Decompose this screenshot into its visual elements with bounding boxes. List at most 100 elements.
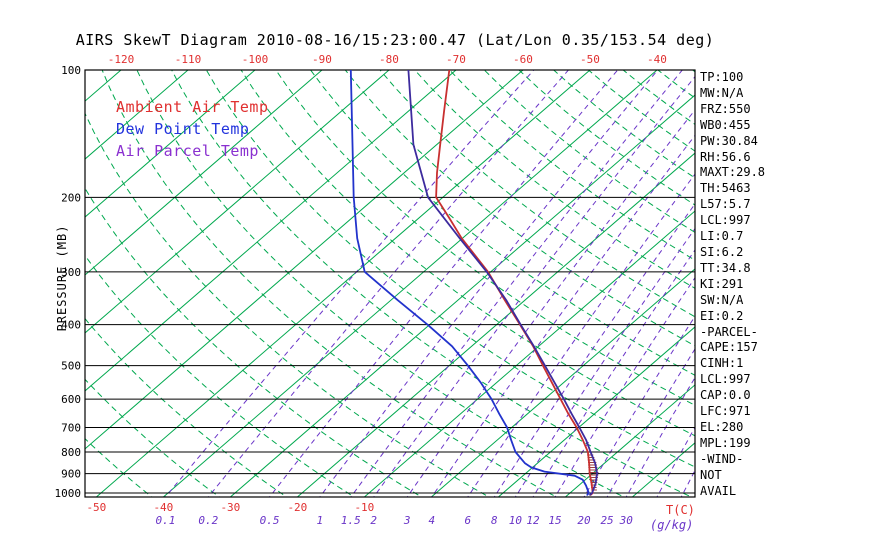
- isotherm-line: [163, 70, 658, 497]
- dry-adiabat-line: [85, 187, 423, 497]
- mixing-ratio-line: [268, 70, 619, 497]
- isotherm-line: [565, 384, 695, 497]
- stat-line: -PARCEL-: [700, 324, 758, 339]
- dry-adiabat-line: [309, 70, 695, 376]
- legend-entry: Air Parcel Temp: [116, 142, 259, 160]
- isotherm-line: [230, 94, 695, 497]
- dry-adiabat-line: [448, 70, 695, 261]
- top-temp-tick-label: -80: [379, 53, 399, 66]
- stat-line: AVAIL: [700, 483, 737, 498]
- dry-adiabat-line: [85, 317, 288, 497]
- stat-line: CAP:0.0: [700, 388, 751, 403]
- dew-point-curve: [349, 70, 590, 496]
- legend-entry: Dew Point Temp: [116, 120, 250, 138]
- isotherm-line: [85, 70, 457, 392]
- stat-line: PW:30.84: [700, 133, 758, 148]
- pressure-tick-label: 1000: [55, 487, 82, 500]
- isotherm-line: [85, 70, 256, 218]
- stat-line: LI:0.7: [700, 229, 744, 244]
- mixing-ratio-line: [350, 70, 683, 497]
- pressure-axis-label: PRESSURE (MB): [55, 224, 69, 332]
- dry-adiabat-line: [344, 70, 695, 347]
- mixing-ratio-line: [467, 173, 695, 497]
- pressure-tick-label: 200: [61, 191, 81, 204]
- mixing-ratio-tick-label: 1: [316, 514, 323, 527]
- stat-line: SW:N/A: [700, 292, 744, 307]
- mixing-ratio-line: [606, 347, 695, 497]
- stat-line: TH:5463: [700, 181, 751, 196]
- stat-line: MPL:199: [700, 435, 751, 450]
- isotherm-line: [297, 152, 695, 497]
- mixing-ratio-line: [431, 134, 695, 497]
- stat-line: EL:280: [700, 419, 744, 434]
- mixing-ratio-line: [164, 70, 535, 497]
- mixing-ratio-line: [583, 315, 695, 497]
- isotherm-line: [85, 70, 390, 334]
- pressure-tick-label: 600: [61, 393, 81, 406]
- mixing-ratio-line: [319, 70, 659, 497]
- stat-line: TT:34.8: [700, 260, 751, 275]
- isotherm-line: [85, 70, 323, 276]
- stats-panel: TP:100 MW:N/A FRZ:550 WB0:455 PW:30.84 RH:56.…: [700, 70, 868, 499]
- isotherm-line: [431, 268, 695, 497]
- mixing-ratio-tick-label: 6: [464, 514, 471, 527]
- isotherm-line: [85, 70, 189, 160]
- mixing-ratio-tick-label: 4: [428, 514, 435, 527]
- bottom-temp-tick-label: -40: [153, 501, 173, 514]
- mixing-ratio-line: [373, 75, 695, 497]
- top-temp-tick-label: -100: [242, 53, 269, 66]
- stat-line: MAXT:29.8: [700, 165, 766, 180]
- mixing-ratio-tick-label: 0.1: [156, 514, 176, 527]
- stat-line: EI:0.2: [700, 308, 744, 323]
- mixing-ratio-tick-label: 2: [370, 514, 377, 527]
- chart-title: AIRS SkewT Diagram 2010-08-16/15:23:00.4…: [75, 31, 715, 49]
- mixing-ratio-tick-label: 10: [509, 514, 523, 527]
- mixing-ratio-tick-label: 3: [403, 514, 411, 527]
- isotherm-line: [85, 70, 524, 450]
- legend-entry: Ambient Air Temp: [116, 98, 269, 116]
- bottom-temp-tick-label: -30: [220, 501, 240, 514]
- top-temp-tick-label: -60: [513, 53, 533, 66]
- ambient-temp-curve: [435, 70, 594, 496]
- stat-line: MW:N/A: [700, 85, 744, 100]
- stat-line: KI:291: [700, 276, 744, 291]
- dry-adiabat-line: [275, 70, 695, 406]
- dry-adiabat-line: [171, 70, 693, 497]
- top-temp-tick-label: -70: [446, 53, 466, 66]
- dry-adiabat-line: [379, 70, 695, 318]
- isotherm-line: [498, 326, 695, 497]
- stat-line: SI:6.2: [700, 244, 744, 259]
- stat-line: -WIND-: [700, 451, 744, 466]
- stat-line: CAPE:157: [700, 340, 758, 355]
- isotherm-line: [96, 70, 591, 497]
- mixing-ratio-line: [625, 376, 695, 497]
- top-temp-tick-label: -40: [647, 53, 667, 66]
- stat-line: WB0:455: [700, 117, 751, 132]
- mixing-ratio-line: [207, 70, 570, 497]
- stat-line: FRZ:550: [700, 101, 751, 116]
- dry-adiabat-line: [85, 112, 491, 497]
- bottom-temp-tick-label: -20: [287, 501, 307, 514]
- stat-line: TP:100: [700, 70, 744, 84]
- dry-adiabat-line: [85, 254, 356, 497]
- dry-adiabat-line: [414, 70, 695, 289]
- pressure-tick-label: 500: [61, 360, 81, 373]
- pressure-tick-label: 300: [61, 266, 81, 279]
- pressure-tick-label: 100: [61, 64, 81, 77]
- mixing-ratio-tick-label: 0.2: [198, 514, 218, 527]
- bottom-temp-tick-label: -10: [354, 501, 374, 514]
- mixing-ratio-tick-label: 8: [491, 514, 498, 527]
- stat-line: L57:5.7: [700, 197, 751, 212]
- top-temp-tick-label: -90: [312, 53, 332, 66]
- top-temp-tick-label: -110: [175, 53, 202, 66]
- temp-unit-label: T(C): [666, 503, 695, 517]
- bottom-temp-tick-label: -50: [86, 501, 106, 514]
- mixing-ratio-tick-label: 25: [600, 514, 613, 527]
- pressure-tick-label: 800: [61, 446, 81, 459]
- mixing-ratio-tick-label: 20: [577, 514, 591, 527]
- parcel-temp-curve: [407, 70, 598, 496]
- isotherm-line: [0, 70, 54, 497]
- pressure-tick-label: 400: [61, 319, 81, 332]
- mixing-ratio-tick-label: 1.5: [341, 514, 361, 527]
